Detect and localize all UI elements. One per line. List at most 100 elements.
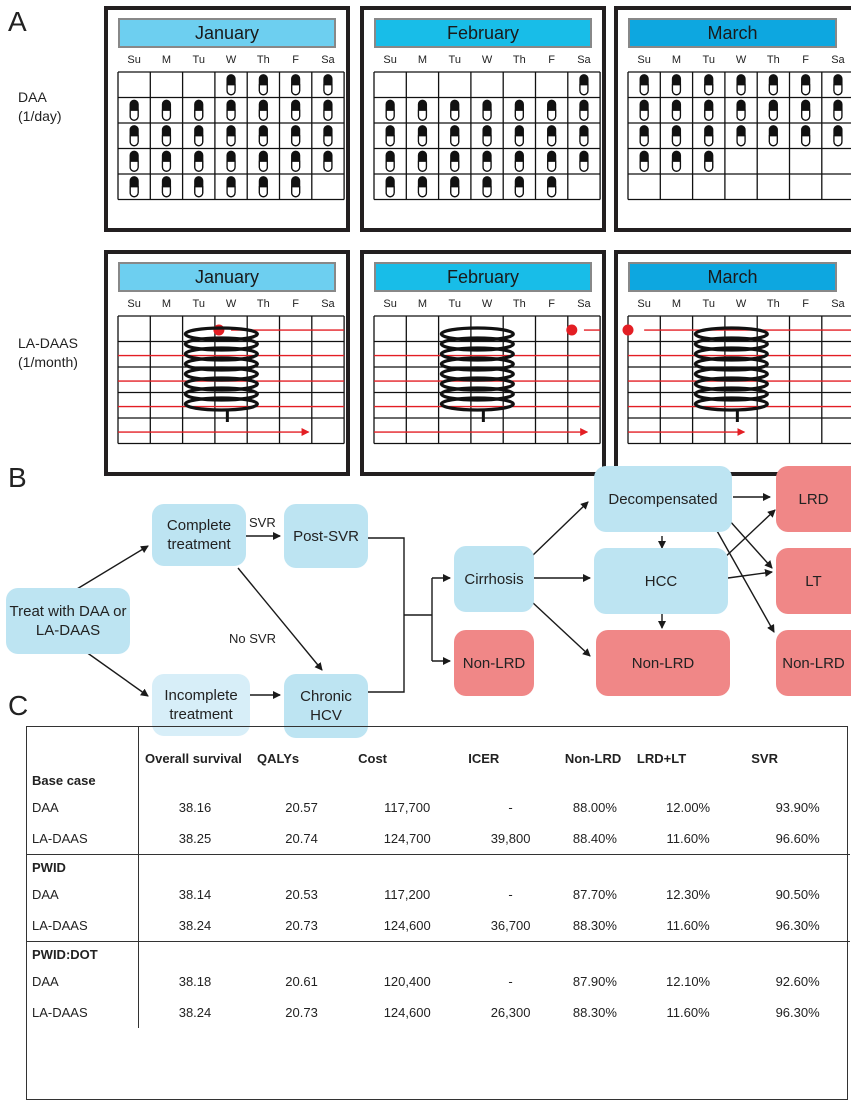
la-label: LA-DAAS (18, 335, 78, 351)
table-cell: 20.57 (285, 800, 318, 815)
weekday-label: Tu (702, 298, 715, 310)
weekday-label: Su (383, 298, 397, 310)
month-header: January (118, 262, 336, 292)
pill-icon (226, 176, 236, 198)
table-cell: 90.50% (775, 887, 820, 902)
weekday-label: W (735, 54, 747, 66)
la-daas-calendar-march: March Su M Tu W Th F Sa (614, 250, 851, 476)
weekday-label: Tu (192, 54, 205, 66)
pill-icon (323, 74, 333, 96)
empty-cell (251, 768, 352, 792)
table-cell: 20.61 (285, 974, 318, 989)
row-label: LA-DAAS (26, 910, 139, 942)
table-cell: 88.00% (572, 800, 617, 815)
pill-icon (258, 125, 268, 147)
pill-icon (768, 99, 778, 121)
pill-icon (547, 125, 557, 147)
empty-cell (559, 768, 631, 792)
header-overall-survival: Overall survival (145, 751, 242, 766)
table-cell: - (508, 974, 513, 989)
weekday-header: Su M Tu W Th F Sa (628, 54, 851, 70)
weekday-label: F (292, 54, 299, 66)
arrow-cirrhosis-nonlrd2 (531, 601, 591, 657)
row-label: DAA (26, 792, 139, 823)
node-hcc: HCC (594, 548, 728, 614)
pill-icon (671, 150, 682, 172)
daa-row-label: DAA (1/day) (18, 88, 62, 126)
node-treat: Treat with DAA or LA-DAAS (6, 588, 130, 654)
pill-icon (323, 99, 333, 121)
injection-start-dot (622, 324, 634, 336)
calendar-grid-lines (117, 315, 345, 445)
table-cell: 38.24 (178, 1005, 212, 1020)
table-cell: 124,600 (383, 1005, 431, 1020)
pill-icon (579, 99, 589, 121)
weekday-label: Su (127, 54, 141, 66)
weekday-label: M (417, 298, 428, 310)
table-group-row: PWID (26, 854, 850, 880)
pill-icon (704, 99, 714, 121)
calendar-grid-lines (622, 315, 851, 445)
node-non-lrd-2: Non-LRD (596, 630, 730, 696)
header-cell (26, 726, 139, 768)
pill-icon (194, 176, 204, 198)
weekday-label: F (802, 298, 809, 310)
la-row-label: LA-DAAS (1/month) (18, 334, 78, 372)
panel-label-b: B (8, 462, 27, 493)
arrow-cirrhosis-decomp (531, 501, 589, 557)
pill-icon (639, 125, 649, 147)
table-cell: 96.30% (775, 918, 820, 933)
empty-cell (745, 768, 850, 792)
pill-icon (417, 99, 428, 121)
weekday-label: Tu (448, 54, 461, 66)
table-cell: 36,700 (490, 918, 531, 933)
table-cell: 87.90% (572, 974, 617, 989)
pill-icon (450, 150, 460, 172)
pill-icon (514, 99, 524, 121)
weekday-label: M (417, 54, 428, 66)
pill-icon (161, 99, 172, 121)
empty-cell (352, 855, 462, 880)
weekday-label: M (161, 54, 172, 66)
calendar-grid-lines (373, 315, 601, 445)
empty-cell (462, 942, 559, 967)
pill-icon (736, 99, 746, 121)
header-qalys: QALYs (257, 751, 300, 766)
weekday-label: Su (637, 54, 651, 66)
weekday-header: Su M Tu W Th F Sa (118, 298, 344, 314)
month-header: March (628, 262, 837, 292)
table-cell: 20.53 (285, 887, 318, 902)
pill-icon (161, 150, 172, 172)
table-cell: - (508, 800, 513, 815)
pill-icon (291, 125, 301, 147)
empty-cell (352, 942, 462, 967)
empty-cell (745, 855, 850, 880)
node-lt: LT (776, 548, 851, 614)
weekday-label: Sa (831, 54, 845, 66)
empty-cell (352, 768, 462, 792)
empty-cell (631, 942, 745, 967)
pill-icon (161, 125, 172, 147)
table-cell: 12.30% (666, 887, 711, 902)
pill-icon (482, 176, 492, 198)
edge-label-no-svr: No SVR (229, 631, 276, 646)
weekday-label: W (481, 54, 493, 66)
pill-icon (385, 176, 395, 198)
table-cell: 96.30% (775, 1005, 820, 1020)
pill-icon (226, 99, 236, 121)
weekday-header: Su M Tu W Th F Sa (374, 54, 600, 70)
table-cell: 88.30% (572, 918, 617, 933)
calendar-grid-lines (117, 71, 345, 201)
daa-frequency: (1/day) (18, 108, 62, 124)
arrow-treat-complete (71, 545, 149, 593)
injection-start-dot (566, 324, 578, 336)
pill-icon (482, 125, 492, 147)
header-non-lrd: Non-LRD (564, 751, 622, 766)
weekday-label: M (671, 54, 682, 66)
arrow-hcc-lt (727, 568, 773, 579)
table-cell: 26,300 (490, 1005, 531, 1020)
daa-calendar-january: January Su M Tu W Th F Sa (104, 6, 350, 232)
weekday-label: W (481, 298, 493, 310)
weekday-label: F (292, 298, 299, 310)
empty-cell (559, 855, 631, 880)
